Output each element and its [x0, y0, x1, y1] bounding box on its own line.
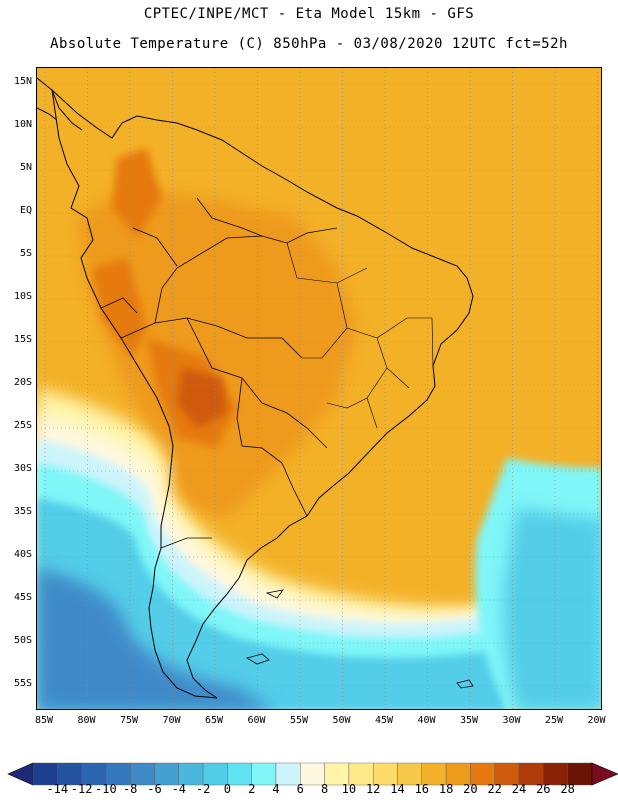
- lon-label: 25W: [544, 715, 564, 726]
- color-scale-bar: [7, 762, 618, 786]
- colder-band: [37, 498, 507, 709]
- coldest-band-sw: [37, 568, 274, 709]
- lat-label: 25S: [13, 420, 32, 431]
- lon-label: 70W: [162, 715, 181, 726]
- lon-label: 40W: [417, 715, 436, 726]
- lon-label: 75W: [119, 715, 139, 726]
- lat-label: EQ: [19, 205, 32, 216]
- lon-label: 60W: [247, 715, 266, 726]
- scale-label: 14: [390, 782, 405, 796]
- scale-label: 20: [463, 782, 478, 796]
- lon-label: 80W: [77, 715, 96, 726]
- state-borders: [286, 242, 434, 429]
- lon-label: 50W: [332, 715, 351, 726]
- scale-label: -2: [195, 782, 211, 796]
- hottest-zone: [177, 368, 227, 428]
- scale-label: 28: [560, 782, 575, 796]
- scale-label: 10: [341, 782, 357, 796]
- scale-label: 24: [511, 782, 527, 796]
- lat-label: 30S: [13, 463, 32, 474]
- scale-label: -10: [95, 782, 117, 796]
- lat-label: 50S: [13, 635, 32, 646]
- lat-label: 10S: [13, 291, 32, 302]
- lat-label: 15N: [13, 76, 32, 87]
- lat-label: 40S: [13, 549, 32, 560]
- scale-arrow-left: [7, 762, 34, 786]
- lon-label: 45W: [374, 715, 394, 726]
- scale-label: -8: [122, 782, 138, 796]
- lat-label: 35S: [13, 506, 32, 517]
- scale-label: 2: [248, 782, 256, 796]
- scale-label: -14: [46, 782, 69, 796]
- islands: [245, 589, 474, 689]
- scale-arrow-right: [591, 762, 618, 786]
- scale-label: 26: [536, 782, 551, 796]
- central-america-coastline: [37, 77, 83, 131]
- scale-label: 18: [438, 782, 454, 796]
- scale-label: 0: [223, 782, 231, 796]
- lon-label: 65W: [204, 715, 224, 726]
- hot-zone-north: [112, 148, 162, 238]
- title-line-1: CPTEC/INPE/MCT - Eta Model 15km - GFS: [143, 6, 475, 22]
- lon-label: 85W: [34, 715, 54, 726]
- title-line-2: Absolute Temperature (C) 850hPa - 03/08/…: [50, 36, 568, 52]
- colder-band-east: [503, 508, 601, 709]
- lat-label: 55S: [13, 678, 32, 689]
- scale-label: 22: [487, 782, 502, 796]
- lat-label: 5S: [19, 248, 32, 259]
- south-america-coastline: [51, 88, 474, 699]
- lon-label: 35W: [459, 715, 479, 726]
- map-panel: [36, 67, 602, 710]
- scale-label: -4: [171, 782, 187, 796]
- lat-label: 20S: [13, 377, 32, 388]
- lon-label: 55W: [289, 715, 309, 726]
- lat-label: 5N: [19, 162, 32, 173]
- lon-label: 30W: [502, 715, 521, 726]
- lon-label: 20W: [587, 715, 606, 726]
- lat-label: 10N: [13, 119, 32, 130]
- lat-label: 15S: [13, 334, 32, 345]
- warm-interior-zone: [77, 188, 357, 518]
- scale-label: 4: [272, 782, 280, 796]
- scale-label: 8: [320, 782, 329, 796]
- temperature-map: [37, 68, 601, 709]
- scale-label: 6: [296, 782, 304, 796]
- scale-label: -6: [147, 782, 162, 796]
- scale-label: 12: [365, 782, 381, 796]
- scale-label: 16: [414, 782, 430, 796]
- country-borders: [100, 197, 338, 549]
- scale-label: -12: [70, 782, 93, 796]
- lat-label: 45S: [13, 592, 32, 603]
